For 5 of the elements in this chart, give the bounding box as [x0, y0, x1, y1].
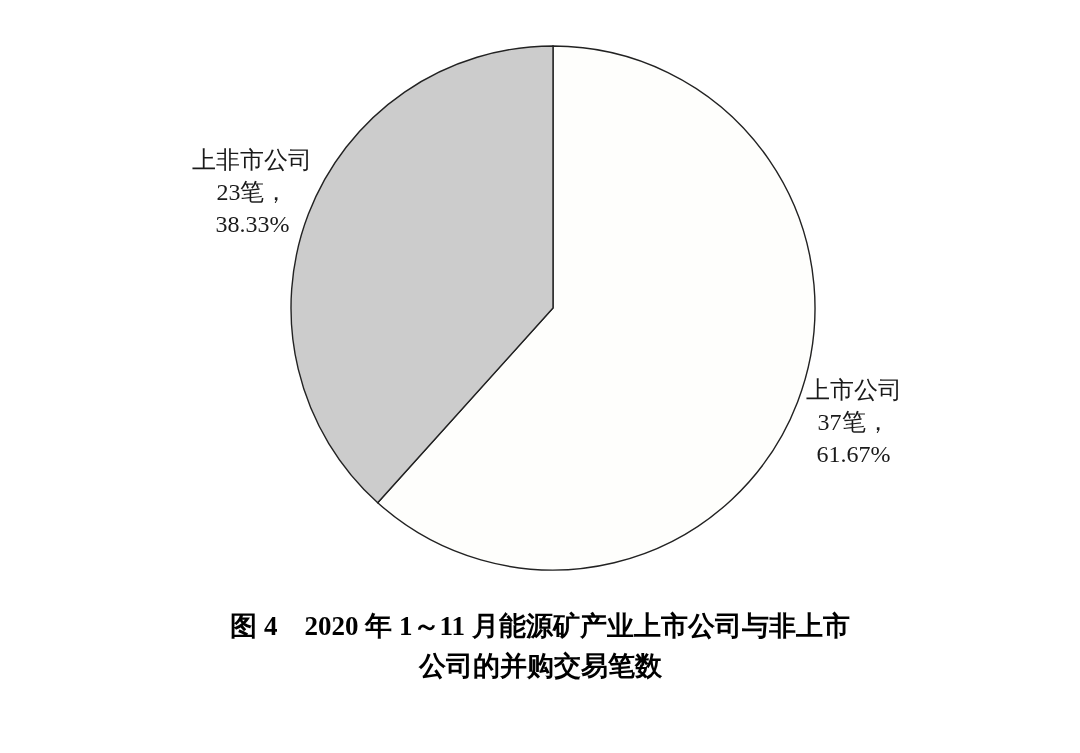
data-label: 23笔，38.33% [215, 178, 290, 237]
slice-label: 上市公司 [805, 377, 902, 404]
data-label: 37笔，61.67% [816, 409, 891, 468]
slice-label: 上非市公司 [192, 146, 313, 173]
text: 图 4 2020 年 1～11 月能源矿产业上市公司与非上市公司的并购交易笔数 [230, 611, 850, 681]
